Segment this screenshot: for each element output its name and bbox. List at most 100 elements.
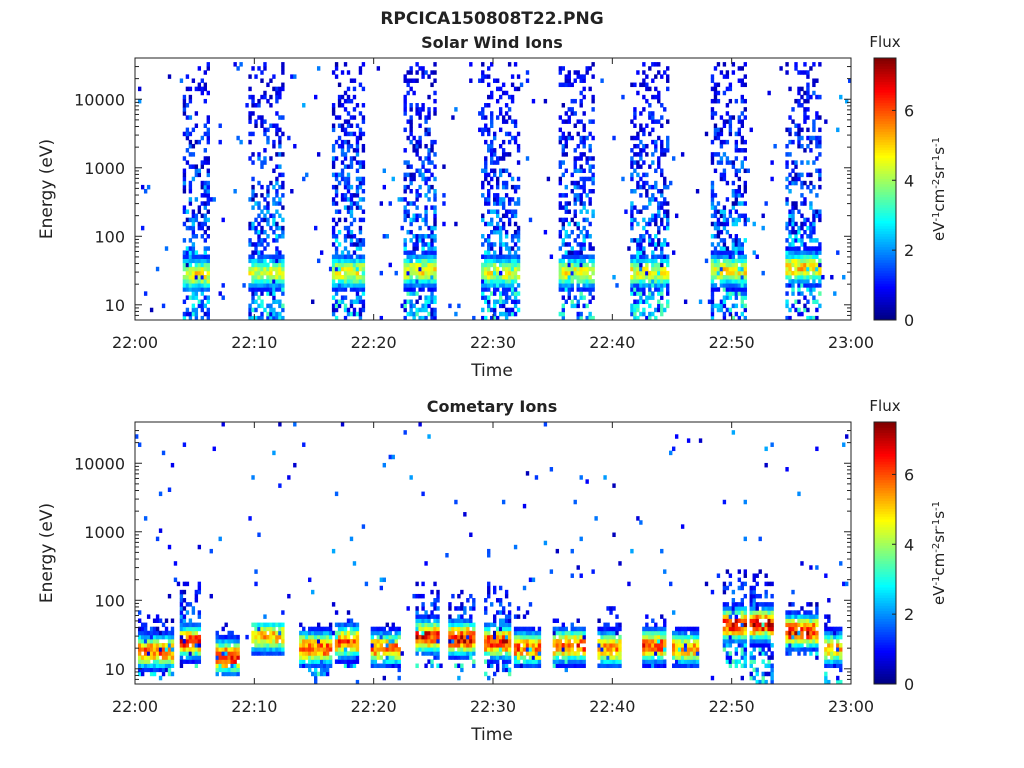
flux-pixel: [740, 201, 744, 206]
flux-pixel: [630, 291, 634, 296]
flux-pixel: [206, 315, 210, 321]
flux-pixel: [433, 98, 437, 104]
flux-pixel: [692, 651, 697, 656]
flux-pixel: [812, 135, 816, 141]
flux-pixel: [361, 209, 366, 214]
flux-pixel: [788, 258, 792, 264]
flux-pixel: [355, 254, 360, 259]
flux-pixel: [167, 651, 172, 656]
flux-pixel: [334, 283, 339, 288]
flux-pixel: [522, 663, 527, 669]
flux-pixel: [534, 638, 539, 644]
flux-pixel: [651, 193, 655, 198]
flux-pixel: [248, 242, 252, 247]
flux-pixel: [206, 156, 210, 161]
flux-pixel: [263, 283, 267, 288]
flux-pixel: [642, 143, 646, 149]
flux-pixel: [657, 299, 661, 305]
flux-pixel: [185, 274, 190, 280]
flux-pixel: [537, 659, 542, 664]
flux-pixel: [370, 651, 375, 656]
flux-pixel: [305, 655, 309, 660]
flux-pixel: [722, 168, 727, 174]
flux-pixel: [421, 254, 425, 259]
flux-pixel: [394, 630, 398, 636]
flux-pixel: [433, 238, 437, 243]
flux-pixel: [797, 283, 801, 288]
flux-pixel: [528, 651, 533, 656]
flux-pixel: [197, 172, 202, 178]
flux-pixel: [391, 626, 395, 632]
flux-pixel: [567, 630, 571, 636]
flux-pixel: [418, 634, 422, 640]
flux-pixel: [403, 287, 407, 292]
flux-pixel: [654, 246, 658, 251]
flux-pixel: [188, 647, 193, 652]
flux-pixel: [648, 315, 652, 321]
flux-pixel: [161, 630, 166, 636]
flux-pixel: [308, 655, 312, 660]
flux-pixel: [785, 143, 789, 149]
flux-pixel: [716, 258, 721, 264]
flux-pixel: [570, 172, 574, 178]
flux-pixel: [302, 655, 306, 660]
flux-pixel: [767, 655, 771, 660]
flux-pixel: [510, 279, 515, 284]
flux-pixel: [788, 651, 792, 656]
flux-pixel: [648, 287, 652, 292]
flux-pixel: [567, 643, 571, 648]
flux-pixel: [164, 663, 169, 669]
flux-pixel: [639, 123, 643, 128]
colorbar-swatch: [874, 304, 896, 308]
flux-pixel: [725, 246, 730, 251]
flux-pixel: [278, 647, 282, 652]
flux-pixel: [149, 626, 154, 632]
flux-pixel: [737, 189, 742, 194]
flux-pixel: [618, 626, 622, 632]
flux-pixel: [642, 246, 646, 251]
flux-pixel: [716, 217, 721, 223]
flux-pixel: [713, 98, 718, 104]
flux-pixel: [507, 139, 512, 145]
flux-pixel: [806, 127, 810, 133]
flux-pixel: [275, 311, 279, 317]
flux-pixel: [433, 270, 437, 276]
flux-pixel: [308, 626, 312, 632]
flux-pixel: [257, 638, 261, 644]
flux-pixel: [427, 643, 431, 648]
flux-pixel: [531, 630, 536, 636]
flux-pixel: [299, 651, 303, 656]
colorbar-swatch: [874, 60, 896, 64]
flux-pixel: [275, 254, 279, 259]
flux-pixel: [612, 655, 616, 660]
flux-pixel: [406, 291, 410, 296]
flux-pixel: [815, 638, 819, 644]
flux-pixel: [170, 663, 175, 669]
flux-pixel: [674, 638, 679, 644]
flux-pixel: [815, 254, 819, 259]
flux-pixel: [409, 299, 413, 305]
flux-pixel: [642, 160, 646, 165]
flux-pixel: [340, 148, 345, 153]
flux-pixel: [803, 266, 807, 272]
flux-pixel: [651, 283, 655, 288]
flux-pixel: [576, 315, 580, 321]
flux-pixel: [340, 193, 345, 198]
flux-pixel: [803, 303, 807, 309]
flux-pixel: [340, 197, 345, 202]
flux-pixel: [513, 119, 518, 124]
flux-pixel: [722, 274, 727, 280]
flux-pixel: [806, 258, 810, 264]
flux-pixel: [618, 647, 622, 652]
flux-pixel: [424, 315, 428, 321]
flux-pixel: [657, 229, 661, 235]
flux-pixel: [203, 70, 207, 75]
flux-pixel: [493, 671, 497, 677]
flux-pixel: [633, 115, 637, 120]
flux-pixel: [770, 655, 774, 660]
flux-pixel: [272, 279, 276, 284]
flux-pixel: [501, 638, 506, 644]
flux-pixel: [433, 62, 437, 67]
flux-pixel: [785, 303, 789, 309]
flux-pixel: [722, 119, 727, 124]
